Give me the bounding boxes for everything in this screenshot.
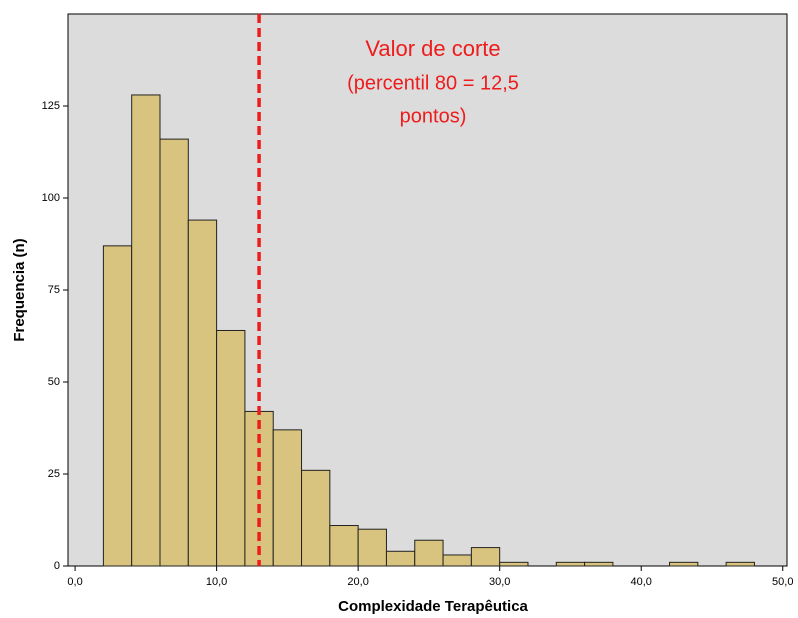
bar (470, 547, 501, 567)
y-tick-label: 25 (48, 468, 60, 480)
bar (499, 561, 529, 567)
y-tick-label: 0 (54, 560, 60, 572)
bar (159, 138, 189, 567)
bar (301, 469, 331, 567)
y-tick-label: 125 (42, 100, 60, 112)
bar (555, 561, 586, 567)
bar (187, 219, 218, 567)
bar (414, 539, 444, 567)
x-tick-label: 20,0 (347, 576, 368, 588)
bar (131, 94, 161, 567)
bar (669, 561, 699, 567)
annotation: Valor de corte (365, 36, 500, 61)
bar (216, 329, 246, 567)
bar (584, 561, 614, 567)
bar (725, 561, 755, 567)
y-tick-label: 50 (48, 376, 60, 388)
bar (385, 550, 416, 567)
bar (102, 245, 133, 567)
x-axis-label: Complexidade Terapêutica (338, 598, 528, 615)
annotation: pontos) (400, 105, 467, 127)
bar (357, 528, 387, 567)
bar (442, 554, 472, 567)
annotation: (percentil 80 = 12,5 (347, 72, 519, 94)
x-tick-label: 10,0 (206, 576, 227, 588)
y-tick-label: 75 (48, 284, 60, 296)
y-axis-label: Frequencia (n) (11, 238, 28, 341)
x-tick-label: 30,0 (489, 576, 510, 588)
bar (272, 429, 303, 567)
x-tick-label: 50,0 (772, 576, 793, 588)
x-tick-label: 40,0 (631, 576, 652, 588)
bar (329, 525, 359, 567)
x-tick-label: 0,0 (67, 576, 82, 588)
y-tick-label: 100 (42, 192, 60, 204)
